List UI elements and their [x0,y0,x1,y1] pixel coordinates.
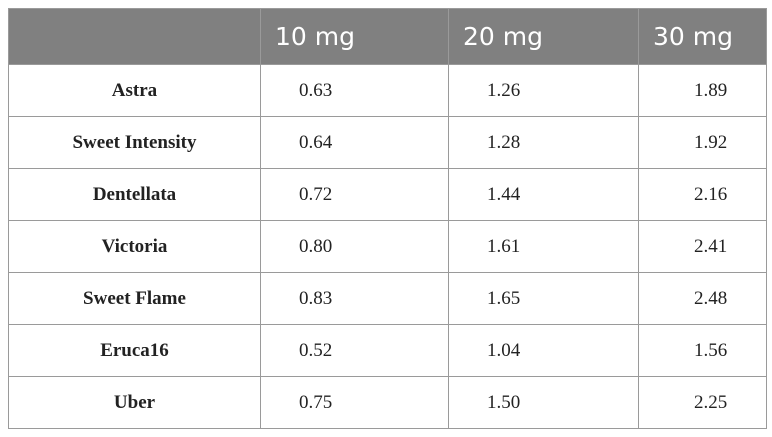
cell-30mg: 2.48 [638,272,767,325]
header-cell-30mg: 30 mg [638,8,767,65]
cell-30mg: 2.16 [638,168,767,221]
table-row: Eruca16 0.52 1.04 1.56 [8,324,767,377]
cell-20mg: 1.65 [448,272,639,325]
row-label: Uber [8,376,261,429]
row-label: Sweet Intensity [8,116,261,169]
row-label: Dentellata [8,168,261,221]
cell-10mg: 0.64 [260,116,449,169]
table-row: Dentellata 0.72 1.44 2.16 [8,168,767,221]
header-cell-corner [8,8,261,65]
table-header: 10 mg 20 mg 30 mg [8,8,767,65]
table-row: Sweet Intensity 0.64 1.28 1.92 [8,116,767,169]
cell-20mg: 1.61 [448,220,639,273]
table-row: Sweet Flame 0.83 1.65 2.48 [8,272,767,325]
cell-10mg: 0.63 [260,64,449,117]
header-cell-10mg: 10 mg [260,8,449,65]
row-label: Astra [8,64,261,117]
row-label: Eruca16 [8,324,261,377]
row-label: Victoria [8,220,261,273]
cell-20mg: 1.04 [448,324,639,377]
cell-30mg: 2.41 [638,220,767,273]
cell-10mg: 0.80 [260,220,449,273]
cell-30mg: 1.89 [638,64,767,117]
header-cell-20mg: 20 mg [448,8,639,65]
table-body: Astra 0.63 1.26 1.89 Sweet Intensity 0.6… [8,64,767,429]
cell-20mg: 1.26 [448,64,639,117]
cell-30mg: 1.56 [638,324,767,377]
cell-20mg: 1.28 [448,116,639,169]
row-label: Sweet Flame [8,272,261,325]
table-row: Astra 0.63 1.26 1.89 [8,64,767,117]
cell-10mg: 0.72 [260,168,449,221]
header-row: 10 mg 20 mg 30 mg [8,8,767,65]
data-table: 10 mg 20 mg 30 mg Astra 0.63 1.26 1.89 S… [8,8,767,429]
table-row: Victoria 0.80 1.61 2.41 [8,220,767,273]
cell-10mg: 0.75 [260,376,449,429]
cell-20mg: 1.50 [448,376,639,429]
cell-10mg: 0.52 [260,324,449,377]
cell-20mg: 1.44 [448,168,639,221]
table-row: Uber 0.75 1.50 2.25 [8,376,767,429]
cell-30mg: 2.25 [638,376,767,429]
cell-10mg: 0.83 [260,272,449,325]
cell-30mg: 1.92 [638,116,767,169]
